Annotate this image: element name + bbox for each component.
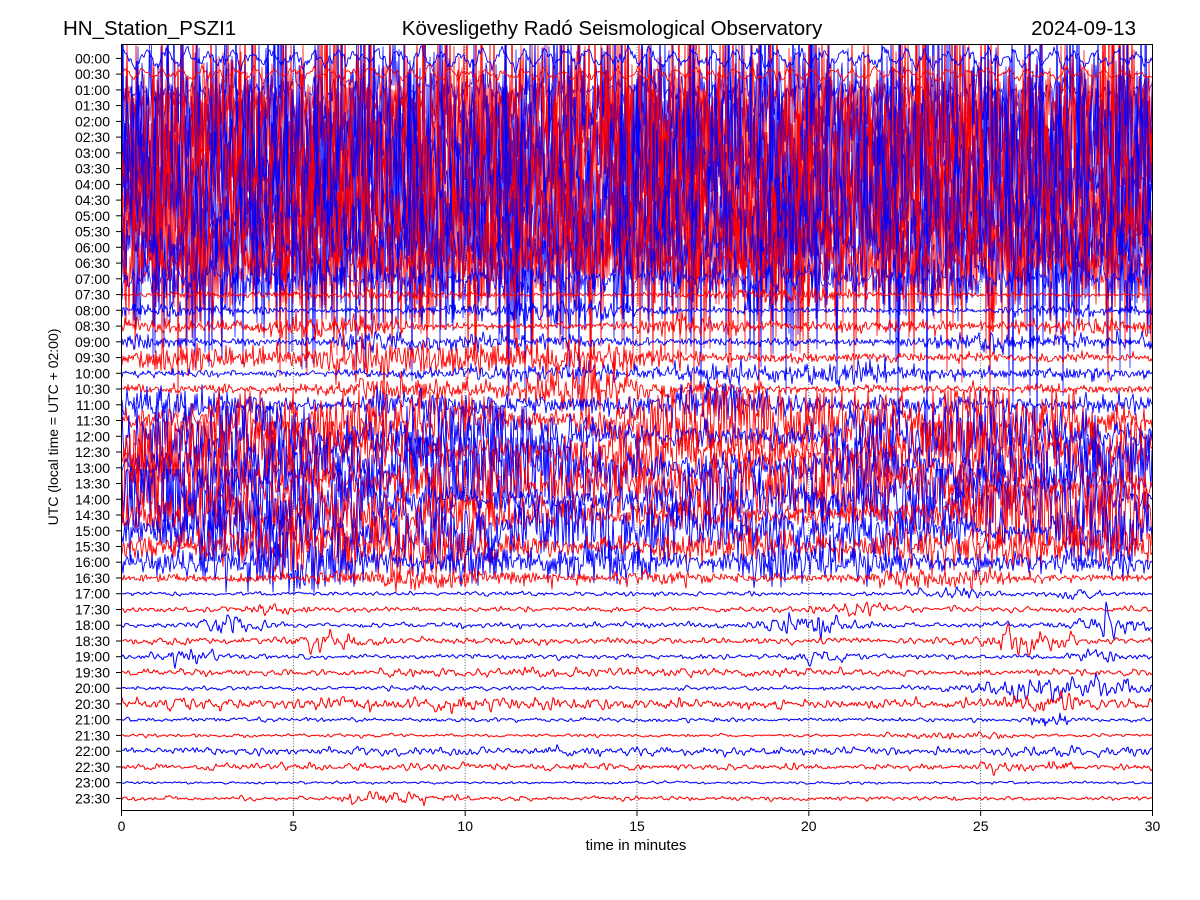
svg-text:07:00: 07:00 <box>75 271 110 287</box>
svg-text:18:00: 18:00 <box>75 617 110 633</box>
svg-text:13:30: 13:30 <box>75 476 110 492</box>
svg-text:04:00: 04:00 <box>75 176 110 192</box>
svg-text:08:00: 08:00 <box>75 302 110 318</box>
svg-text:21:00: 21:00 <box>75 712 110 728</box>
svg-text:03:00: 03:00 <box>75 145 110 161</box>
svg-text:UTC (local time = UTC + 02:00): UTC (local time = UTC + 02:00) <box>45 329 61 526</box>
svg-text:20:30: 20:30 <box>75 696 110 712</box>
svg-text:04:30: 04:30 <box>75 192 110 208</box>
svg-text:19:00: 19:00 <box>75 649 110 665</box>
svg-text:15:00: 15:00 <box>75 523 110 539</box>
svg-text:00:00: 00:00 <box>75 50 110 66</box>
svg-text:14:30: 14:30 <box>75 507 110 523</box>
svg-text:05:30: 05:30 <box>75 224 110 240</box>
svg-text:20: 20 <box>801 818 817 834</box>
svg-text:18:30: 18:30 <box>75 633 110 649</box>
svg-text:Kövesligethy Radó Seismologica: Kövesligethy Radó Seismological Observat… <box>402 17 823 40</box>
svg-text:25: 25 <box>973 818 989 834</box>
svg-text:07:30: 07:30 <box>75 287 110 303</box>
svg-text:06:00: 06:00 <box>75 239 110 255</box>
svg-text:12:30: 12:30 <box>75 444 110 460</box>
svg-text:20:00: 20:00 <box>75 680 110 696</box>
svg-text:06:30: 06:30 <box>75 255 110 271</box>
svg-text:16:00: 16:00 <box>75 554 110 570</box>
svg-text:00:30: 00:30 <box>75 66 110 82</box>
svg-text:5: 5 <box>289 818 297 834</box>
svg-text:30: 30 <box>1145 818 1161 834</box>
svg-text:22:30: 22:30 <box>75 759 110 775</box>
svg-text:12:00: 12:00 <box>75 428 110 444</box>
svg-text:19:30: 19:30 <box>75 665 110 681</box>
svg-text:16:30: 16:30 <box>75 570 110 586</box>
svg-text:17:30: 17:30 <box>75 602 110 618</box>
svg-text:02:00: 02:00 <box>75 113 110 129</box>
svg-text:05:00: 05:00 <box>75 208 110 224</box>
svg-text:15:30: 15:30 <box>75 539 110 555</box>
svg-text:09:00: 09:00 <box>75 334 110 350</box>
svg-text:23:30: 23:30 <box>75 790 110 806</box>
svg-text:08:30: 08:30 <box>75 318 110 334</box>
svg-text:03:30: 03:30 <box>75 161 110 177</box>
svg-text:HN_Station_PSZI1: HN_Station_PSZI1 <box>63 17 236 40</box>
svg-text:17:00: 17:00 <box>75 586 110 602</box>
svg-text:10:00: 10:00 <box>75 365 110 381</box>
svg-text:01:30: 01:30 <box>75 98 110 114</box>
svg-text:0: 0 <box>118 818 126 834</box>
svg-text:13:00: 13:00 <box>75 460 110 476</box>
svg-text:23:00: 23:00 <box>75 775 110 791</box>
svg-text:11:30: 11:30 <box>76 413 110 429</box>
svg-text:15: 15 <box>629 818 645 834</box>
svg-text:11:00: 11:00 <box>76 397 110 413</box>
svg-text:22:00: 22:00 <box>75 743 110 759</box>
svg-text:2024-09-13: 2024-09-13 <box>1031 17 1136 40</box>
svg-text:09:30: 09:30 <box>75 350 110 366</box>
svg-text:10:30: 10:30 <box>75 381 110 397</box>
svg-text:01:00: 01:00 <box>75 82 110 98</box>
svg-text:02:30: 02:30 <box>75 129 110 145</box>
svg-text:10: 10 <box>457 818 473 834</box>
svg-text:21:30: 21:30 <box>75 727 110 743</box>
svg-text:time in minutes: time in minutes <box>586 837 687 854</box>
svg-text:14:00: 14:00 <box>75 491 110 507</box>
